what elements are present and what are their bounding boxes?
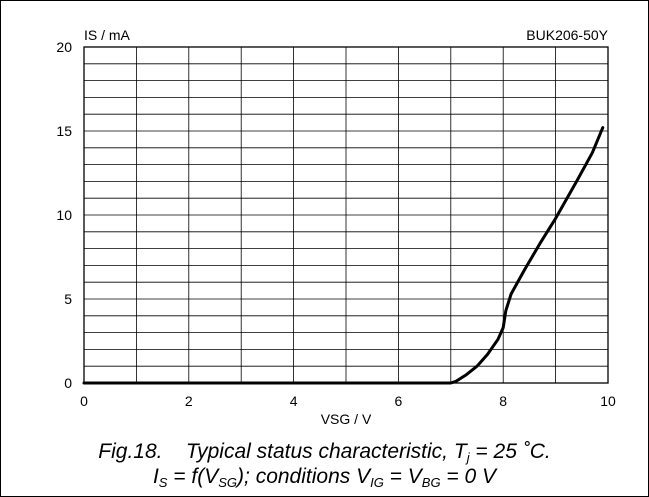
y-tick-labels: 0 5 10 15 20 bbox=[56, 39, 72, 391]
caption-line-1: Fig.18. Typical status characteristic, T… bbox=[0, 440, 649, 464]
caption-part: = 0 V bbox=[440, 465, 497, 488]
caption-subscript: IG bbox=[370, 475, 384, 490]
y-tick-label: 20 bbox=[56, 39, 72, 55]
x-tick-label: 8 bbox=[499, 393, 507, 409]
caption-title-subscript: j bbox=[466, 450, 470, 465]
figure-number: Fig.18. bbox=[98, 440, 163, 463]
caption-title: Typical status characteristic, T bbox=[185, 440, 467, 463]
caption-part: = V bbox=[383, 465, 422, 488]
caption-title-tail: = 25 ˚C. bbox=[469, 440, 551, 463]
caption-subscript: SG bbox=[218, 475, 238, 490]
caption-subscript: BG bbox=[421, 475, 441, 490]
x-tick-label: 10 bbox=[600, 393, 616, 409]
y-tick-label: 0 bbox=[64, 375, 72, 391]
y-tick-label: 10 bbox=[56, 207, 72, 223]
x-tick-label: 4 bbox=[290, 393, 298, 409]
status-characteristic-chart: 0 2 4 6 8 10 0 5 10 15 20 IS / mA BUK206-50Y VSG … bbox=[56, 27, 616, 427]
caption-part: = f(V bbox=[167, 465, 219, 488]
series-line bbox=[82, 126, 605, 385]
x-tick-label: 0 bbox=[80, 393, 88, 409]
device-label: BUK206-50Y bbox=[526, 27, 608, 43]
y-tick-label: 5 bbox=[64, 291, 72, 307]
caption-line-2: IS = f(VSG); conditions VIG = VBG = 0 V bbox=[0, 465, 649, 489]
x-tick-label: 2 bbox=[185, 393, 193, 409]
x-axis-label: VSG / V bbox=[321, 411, 372, 427]
y-tick-label: 15 bbox=[56, 123, 72, 139]
caption-part: I bbox=[152, 465, 159, 488]
caption-part: ); conditions V bbox=[237, 465, 371, 488]
x-tick-label: 6 bbox=[395, 393, 403, 409]
y-axis-label: IS / mA bbox=[84, 27, 131, 43]
caption-subscript: S bbox=[158, 475, 168, 490]
x-tick-labels: 0 2 4 6 8 10 bbox=[80, 393, 616, 409]
grid bbox=[84, 47, 608, 383]
